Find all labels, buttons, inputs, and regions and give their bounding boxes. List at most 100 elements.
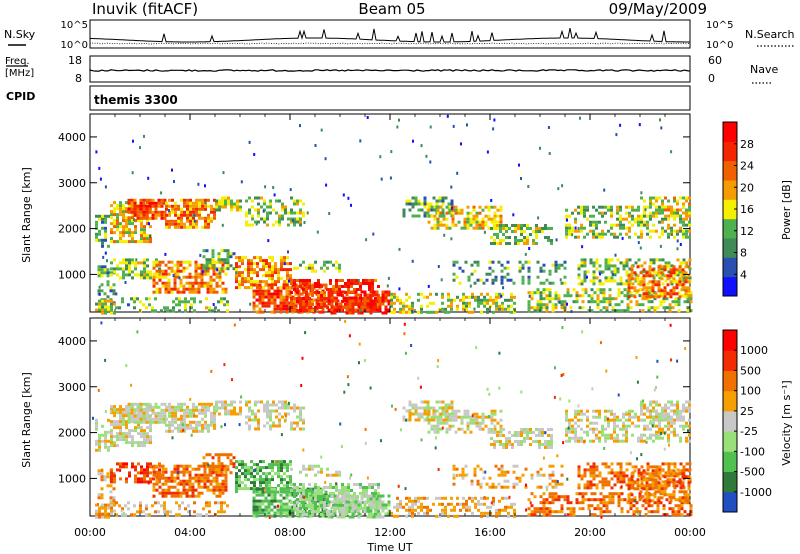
velocity-cell — [233, 409, 236, 413]
velocity-cell — [121, 513, 124, 517]
velocity-cell — [332, 492, 335, 495]
power-cell — [119, 213, 122, 217]
power-cell — [101, 311, 104, 315]
velocity-cell — [414, 412, 418, 416]
velocity-cell — [360, 497, 364, 501]
power-cell — [682, 211, 685, 215]
velocity-cell — [143, 477, 146, 481]
power-cell — [113, 302, 116, 306]
power-cell — [173, 263, 177, 267]
power-cell — [161, 275, 165, 279]
power-cell — [500, 269, 504, 273]
velocity-cell — [139, 507, 142, 511]
power-cell — [460, 226, 464, 230]
power-cell — [649, 217, 652, 221]
power-cell — [168, 213, 171, 217]
power-cell — [669, 274, 673, 278]
power-cell — [359, 285, 362, 288]
velocity-cell — [335, 470, 338, 474]
velocity-cell — [426, 511, 429, 515]
power-cell — [345, 311, 349, 315]
velocity-cell — [259, 478, 262, 482]
power-cell — [583, 273, 587, 277]
velocity-cell — [142, 420, 146, 424]
velocity-cell — [201, 411, 204, 415]
velocity-cell — [267, 490, 271, 494]
power-cell — [442, 214, 446, 218]
power-cell — [238, 283, 241, 287]
power-cell — [592, 223, 595, 227]
velocity-cell — [161, 488, 165, 492]
velocity-cell — [381, 500, 385, 504]
power-cell — [134, 264, 137, 268]
velocity-cell — [293, 427, 296, 431]
power-cell — [526, 239, 529, 242]
power-cell — [405, 298, 408, 302]
power-cell — [95, 302, 98, 306]
velocity-cell — [254, 427, 257, 431]
power-cell — [517, 227, 520, 230]
velocity-cell — [423, 505, 426, 509]
power-cell — [179, 278, 183, 282]
velocity-cell — [432, 502, 435, 506]
power-cell — [457, 208, 461, 212]
power-cell — [110, 311, 113, 315]
power-cell — [405, 202, 409, 206]
velocity-cell — [193, 501, 196, 505]
power-cell — [679, 214, 682, 218]
power-cell — [616, 208, 619, 212]
velocity-cell — [238, 475, 241, 479]
power-cell — [593, 291, 597, 295]
velocity-cell — [365, 486, 368, 489]
velocity-cell — [183, 408, 186, 412]
power-cell — [164, 272, 168, 276]
velocity-cell — [226, 468, 230, 472]
power-cell — [611, 309, 615, 313]
velocity-cell — [280, 463, 283, 467]
velocity-cell — [499, 434, 502, 437]
power-cell — [627, 274, 631, 278]
power-cell — [218, 205, 221, 209]
power-cell — [685, 235, 688, 239]
velocity-cell — [347, 486, 350, 489]
velocity-cell — [176, 473, 180, 477]
velocity-cell — [345, 509, 349, 513]
power-cell — [545, 306, 549, 310]
power-cell — [643, 205, 646, 209]
power-cell — [133, 306, 136, 310]
power-cell — [167, 287, 171, 291]
velocity-cell — [266, 415, 269, 419]
power-cell — [233, 205, 236, 209]
power-cell — [130, 297, 133, 301]
power-cell — [669, 295, 673, 299]
power-cell — [336, 293, 340, 297]
power-cell — [532, 242, 535, 245]
velocity-cell — [541, 443, 544, 446]
velocity-cell — [252, 505, 256, 509]
power-cell — [459, 298, 462, 302]
power-cell — [396, 125, 399, 129]
power-cell — [484, 220, 488, 224]
power-cell — [198, 207, 201, 211]
velocity-cell — [472, 421, 476, 425]
power-cell — [213, 207, 216, 211]
power-cell — [177, 222, 180, 226]
power-cell — [110, 240, 113, 244]
power-cell — [521, 275, 525, 279]
power-cell — [224, 196, 227, 200]
power-cell — [285, 292, 289, 296]
power-cell — [200, 281, 204, 285]
power-cell — [616, 217, 619, 221]
velocity-cell — [133, 414, 137, 418]
power-cell — [411, 307, 414, 311]
power-cell — [113, 231, 116, 235]
power-cell — [200, 278, 204, 282]
power-cell — [626, 309, 630, 313]
power-cell — [651, 286, 655, 290]
power-cell — [640, 214, 643, 218]
velocity-cell — [245, 421, 248, 425]
power-cell — [119, 210, 122, 214]
velocity-cell — [423, 409, 427, 413]
power-cell — [299, 303, 302, 306]
